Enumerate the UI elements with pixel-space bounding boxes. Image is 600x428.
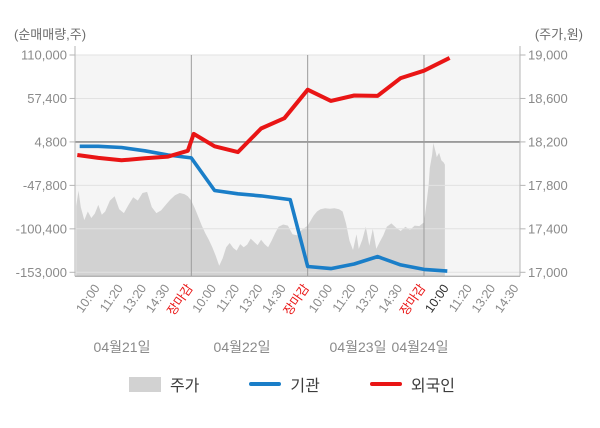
foreigner-line-swatch — [369, 382, 402, 386]
legend-item-price: 주가 — [128, 372, 200, 396]
left-tick-label-4: -100,400 — [16, 221, 67, 236]
right-tick-label-5: 17,000 — [528, 265, 568, 280]
x-time-label-d2-0: 10:00 — [306, 282, 335, 316]
x-time-label-d3-0: 10:00 — [422, 282, 451, 316]
x-time-label-d3-3: 14:30 — [492, 282, 521, 316]
institution-line — [79, 144, 448, 273]
left-axis-unit-label: (순매매량,주) — [14, 27, 87, 42]
right-tick-label-0: 19,000 — [528, 48, 568, 63]
x-time-label-d1-0: 10:00 — [190, 282, 219, 316]
right-tick-label-4: 17,400 — [528, 221, 568, 236]
price-area — [76, 143, 445, 277]
left-tick-label-3: -47,800 — [23, 178, 67, 193]
right-tick-label-3: 17,800 — [528, 178, 568, 193]
institution-line-swatch — [249, 382, 282, 386]
date-label-2: 04월23일 — [330, 339, 387, 355]
right-axis-unit-label: (주가,원) — [534, 27, 583, 42]
price-area-swatch — [128, 376, 161, 392]
x-time-label-d0-0: 10:00 — [73, 282, 102, 316]
x-time-label-d2-2: 13:20 — [353, 282, 382, 316]
date-label-1: 04월22일 — [214, 339, 271, 355]
foreigner-line — [77, 56, 451, 163]
x-time-label-d3-2: 13:20 — [469, 282, 498, 316]
legend: 주가 기관 외국인 — [0, 372, 592, 396]
right-tick-label-1: 18,600 — [528, 91, 568, 106]
legend-item-institution: 기관 — [249, 372, 320, 396]
legend-label-foreigner: 외국인 — [410, 378, 456, 395]
date-label-3: 04월24일 — [392, 339, 449, 355]
x-time-label-d0-4: 장마감 — [164, 281, 196, 318]
left-tick-label-0: 110,000 — [21, 48, 67, 63]
left-tick-label-1: 57,400 — [27, 91, 67, 106]
x-time-label-d0-2: 13:20 — [120, 282, 149, 316]
x-time-label-d1-2: 13:20 — [236, 282, 265, 316]
left-tick-label-2: 4,800 — [34, 134, 67, 149]
date-label-0: 04월21일 — [94, 339, 151, 355]
x-time-label-d1-4: 장마감 — [281, 281, 313, 318]
legend-item-foreigner: 외국인 — [369, 372, 456, 396]
left-tick-label-5: -153,000 — [16, 265, 67, 280]
right-tick-label-2: 18,200 — [528, 134, 568, 149]
legend-label-institution: 기관 — [290, 378, 320, 395]
x-time-label-d2-4: 장마감 — [397, 281, 429, 318]
legend-label-price: 주가 — [169, 378, 200, 395]
